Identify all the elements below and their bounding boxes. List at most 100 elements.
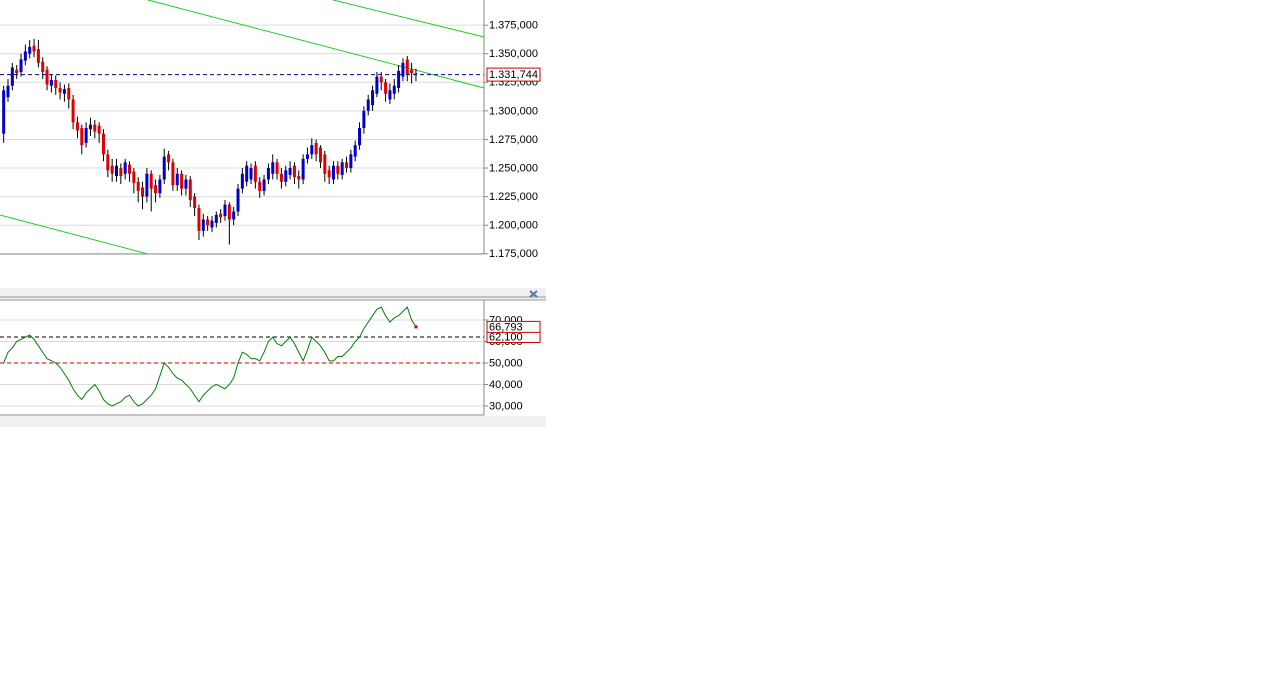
last-label: 66,793 [489, 321, 523, 333]
candle-body [115, 165, 118, 177]
candle-body [236, 188, 240, 212]
grid: 1.175,000 1.200,000 1.225,000 1.250,000 1.27… [0, 20, 538, 412]
price-label-box [486, 67, 541, 82]
candle-body [414, 73, 418, 75]
candle-body [292, 165, 296, 178]
candle-body [141, 187, 145, 197]
candle-body [171, 162, 175, 186]
candle-body [84, 128, 88, 143]
candle-body [58, 88, 62, 93]
y-tick-label: 1.175,000 [489, 248, 538, 260]
candle-body [318, 147, 322, 163]
level-label: 62,100 [489, 331, 523, 343]
candle-body [136, 181, 140, 191]
candle-body [119, 168, 123, 177]
y-tick-label: 50,000 [489, 357, 523, 369]
candle-body [28, 46, 32, 54]
candle-body [384, 82, 388, 94]
candle-body [284, 170, 288, 182]
candle-body [227, 204, 231, 220]
indicator-panel [0, 300, 546, 416]
candle-body [80, 128, 84, 146]
price-label: 1.331,744 [489, 69, 538, 81]
candle-body [301, 158, 305, 180]
candle-body [388, 90, 392, 100]
candle-body [88, 124, 92, 130]
candle-body [245, 165, 249, 182]
candle-body [305, 154, 309, 159]
candle-body [184, 179, 188, 189]
candle-body [288, 168, 292, 175]
candle-body [249, 168, 253, 180]
candle-body [123, 162, 127, 174]
candle-body [362, 110, 366, 129]
candle-body [6, 85, 10, 98]
candle-body [45, 69, 49, 85]
candle-body [271, 162, 275, 174]
candle-body [375, 76, 379, 94]
candle-body [214, 214, 218, 223]
candle-body [392, 85, 396, 94]
candle-body [366, 99, 370, 111]
candle-body [162, 156, 166, 180]
candle-body [128, 164, 132, 174]
candle-body [405, 59, 409, 75]
candle-body [371, 90, 375, 106]
candle-body [145, 173, 149, 197]
candle-body [201, 219, 205, 231]
candle-body [110, 165, 114, 174]
candle-body [149, 173, 153, 189]
candle-body [240, 173, 244, 189]
candle-body [345, 162, 349, 169]
candle-body [349, 154, 353, 169]
y-tick-label: 1.300,000 [489, 105, 538, 117]
y-tick-label: 1.200,000 [489, 220, 538, 232]
candle-body [210, 220, 214, 228]
y-tick-label: 1.350,000 [489, 48, 538, 60]
y-tick-label: 1.225,000 [489, 191, 538, 203]
candle-body [223, 204, 227, 217]
candle-body [358, 128, 362, 146]
candle-body [32, 45, 36, 52]
candle-body [132, 171, 136, 183]
candle-body [253, 165, 257, 182]
candle-body [101, 133, 105, 155]
last-label-box [486, 320, 541, 333]
candle-body [41, 61, 45, 73]
candle-body [401, 62, 405, 77]
candle-body [232, 211, 236, 220]
candle-body [188, 179, 192, 201]
candle-body [279, 173, 283, 182]
y-tick-label: 1.250,000 [489, 162, 538, 174]
candle-body [332, 165, 335, 180]
candle-body [97, 125, 101, 134]
indicator-line [3, 306, 417, 407]
trend-line [147, 0, 485, 89]
candle-body [158, 179, 162, 194]
candle-body [67, 88, 71, 100]
candle-body [23, 51, 27, 61]
candle-body [323, 154, 327, 174]
candle-body [262, 179, 266, 191]
candle-body [93, 124, 97, 132]
candle-body [275, 162, 279, 174]
y-tick-label: 1.375,000 [489, 20, 538, 32]
y-tick-label: 30,000 [489, 400, 523, 412]
candle-body [258, 181, 262, 191]
candle-body [49, 80, 53, 86]
candle-body [19, 59, 23, 73]
candle-body [219, 213, 223, 218]
candle-body [327, 170, 331, 178]
candle-body [353, 145, 357, 157]
y-tick-label: 1.275,000 [489, 134, 538, 146]
last-point [414, 325, 418, 329]
close-button[interactable] [529, 290, 538, 298]
candle-body [297, 176, 301, 180]
candle-body [75, 122, 79, 131]
marks [0, 38, 484, 407]
candle-body [10, 67, 14, 86]
candle-body [206, 219, 210, 226]
